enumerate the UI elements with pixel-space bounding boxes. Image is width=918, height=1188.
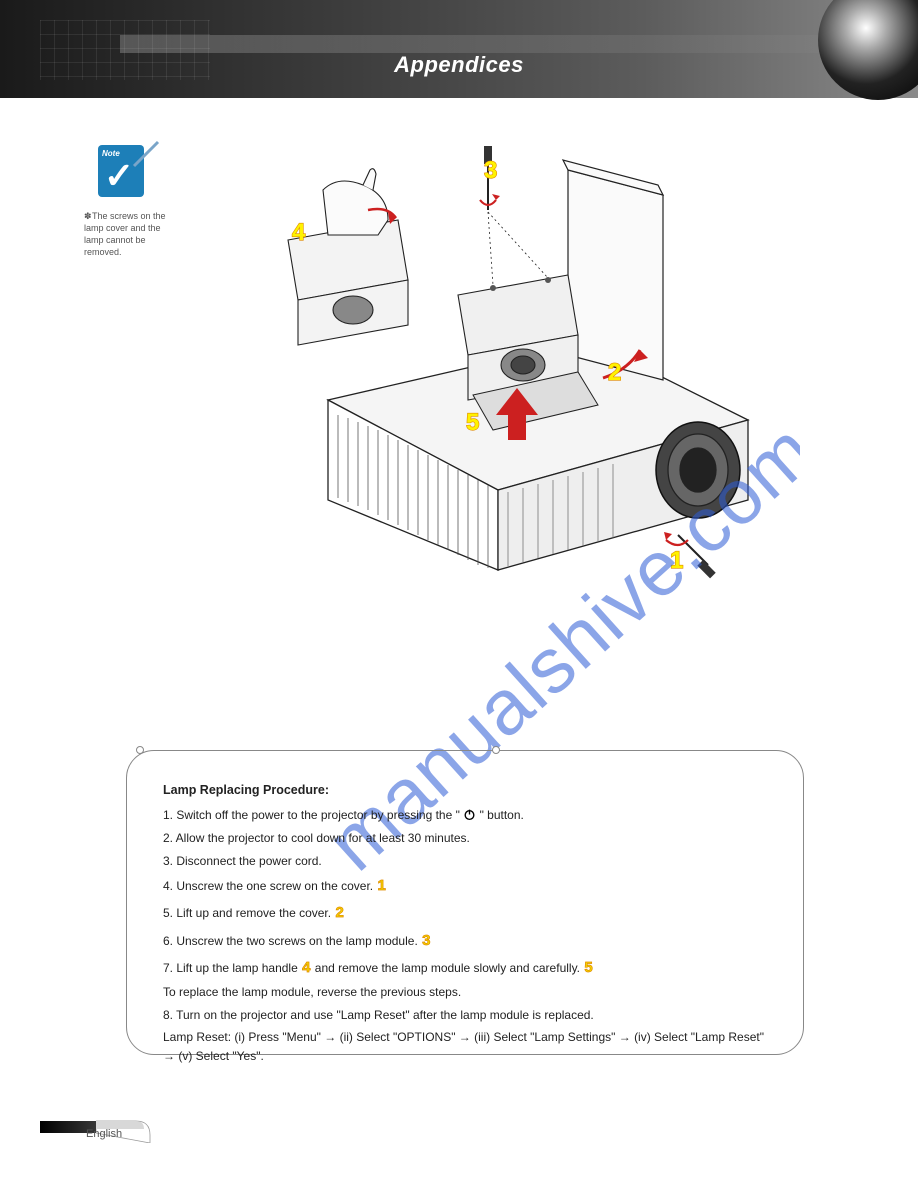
sidenote-l2: lamp cover and the: [84, 223, 161, 233]
checkmark-icon: ✓: [104, 155, 134, 197]
proc-line-5: 5. Lift up and remove the cover. 2: [163, 901, 767, 924]
proc-line-6: 6. Unscrew the two screws on the lamp mo…: [163, 929, 767, 952]
proc-line-7: 7. Lift up the lamp handle 4 and remove …: [163, 956, 767, 979]
proc-line-4: 4. Unscrew the one screw on the cover. 1: [163, 874, 767, 897]
sidenote-l4: removed.: [84, 247, 122, 257]
power-icon: [463, 808, 476, 821]
proc-line-10: Lamp Reset: (i) Press "Menu" → (ii) Sele…: [163, 1028, 767, 1065]
diagram-step-1: 1: [670, 547, 683, 574]
sidenote-l1: The screws on the: [92, 211, 166, 221]
side-note: ✽The screws on the lamp cover and the la…: [84, 210, 199, 259]
lens-corner-graphic: [818, 0, 918, 100]
diagram-step-4: 4: [292, 219, 306, 246]
procedure-panel: Lamp Replacing Procedure: 1. Switch off …: [126, 750, 804, 1055]
pencil-icon: [132, 138, 162, 168]
proc-line-3: 3. Disconnect the power cord.: [163, 852, 767, 871]
procedure-heading: Lamp Replacing Procedure:: [163, 781, 767, 800]
panel-dot: [492, 746, 500, 754]
proc-line-2: 2. Allow the projector to cool down for …: [163, 829, 767, 848]
sidenote-l3: lamp cannot be: [84, 235, 146, 245]
diagram-step-5: 5: [466, 409, 479, 436]
diagram-step-2: 2: [608, 359, 621, 386]
page-title: Appendices: [0, 52, 918, 78]
panel-dot: [136, 746, 144, 754]
page-language: English: [86, 1128, 122, 1140]
diagram-step-3: 3: [484, 157, 497, 184]
header-band: Appendices: [0, 0, 918, 98]
proc-line-8: To replace the lamp module, reverse the …: [163, 983, 767, 1002]
lamp-diagram: 1 2 3 4 5: [268, 140, 778, 620]
header-stripe: [120, 35, 918, 53]
page-number: 84: [64, 1106, 77, 1120]
proc-line-9: 8. Turn on the projector and use "Lamp R…: [163, 1006, 767, 1025]
proc-line-1: 1. Switch off the power to the projector…: [163, 806, 767, 825]
